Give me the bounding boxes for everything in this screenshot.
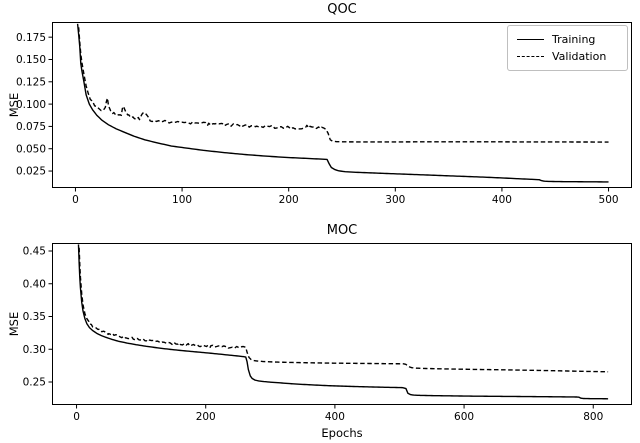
x-tick-label: 0 <box>73 411 80 423</box>
x-tick-label: 200 <box>279 194 299 206</box>
y-tick-label: 0.45 <box>23 246 46 258</box>
qoc-y-axis-label: MSE <box>7 92 21 118</box>
legend-label-training: Training <box>552 32 596 46</box>
y-tick-label: 0.175 <box>16 32 46 44</box>
x-axis-label: Epochs <box>321 426 363 440</box>
validation-curve <box>78 247 609 373</box>
qoc-axes-border <box>52 22 632 188</box>
x-tick-label: 400 <box>325 411 345 423</box>
x-tick-label: 200 <box>196 411 216 423</box>
moc-axes-border <box>52 243 632 405</box>
moc-axes: 0 200 400 600 800 0.25 0.30 0.35 0.40 0.45 <box>23 243 632 423</box>
x-tick-label: 500 <box>599 194 619 206</box>
y-tick-label: 0.025 <box>16 166 46 178</box>
y-tick-label: 0.100 <box>16 99 46 111</box>
x-tick-label: 100 <box>172 194 192 206</box>
qoc-chart-title: QOC <box>327 2 357 17</box>
training-curve <box>76 23 609 183</box>
training-line-sample-icon <box>517 39 544 40</box>
legend-label-validation: Validation <box>552 49 607 63</box>
validation-curve <box>77 27 609 143</box>
x-tick-label: 300 <box>385 194 405 206</box>
y-tick-label: 0.25 <box>23 377 46 389</box>
training-curve <box>77 244 609 400</box>
y-tick-label: 0.30 <box>23 344 46 356</box>
y-tick-label: 0.150 <box>16 54 46 66</box>
validation-line-sample-icon <box>517 56 544 57</box>
moc-chart-title: MOC <box>326 223 358 238</box>
legend-entry-validation: Validation <box>517 48 619 65</box>
y-tick-label: 0.050 <box>16 143 46 155</box>
y-tick-label: 0.125 <box>16 76 46 88</box>
legend: Training Validation <box>507 25 628 71</box>
y-tick-label: 0.075 <box>16 121 46 133</box>
x-tick-label: 400 <box>492 194 512 206</box>
y-tick-label: 0.35 <box>23 311 46 323</box>
qoc-axes: 0 100 200 300 400 500 0.025 0.050 0.075 0.100 0.12… <box>16 22 632 206</box>
x-tick-label: 0 <box>72 194 79 206</box>
legend-entry-training: Training <box>517 31 619 48</box>
moc-y-axis-label: MSE <box>7 311 21 337</box>
x-tick-label: 600 <box>454 411 474 423</box>
x-tick-label: 800 <box>583 411 603 423</box>
y-tick-label: 0.40 <box>23 278 46 290</box>
